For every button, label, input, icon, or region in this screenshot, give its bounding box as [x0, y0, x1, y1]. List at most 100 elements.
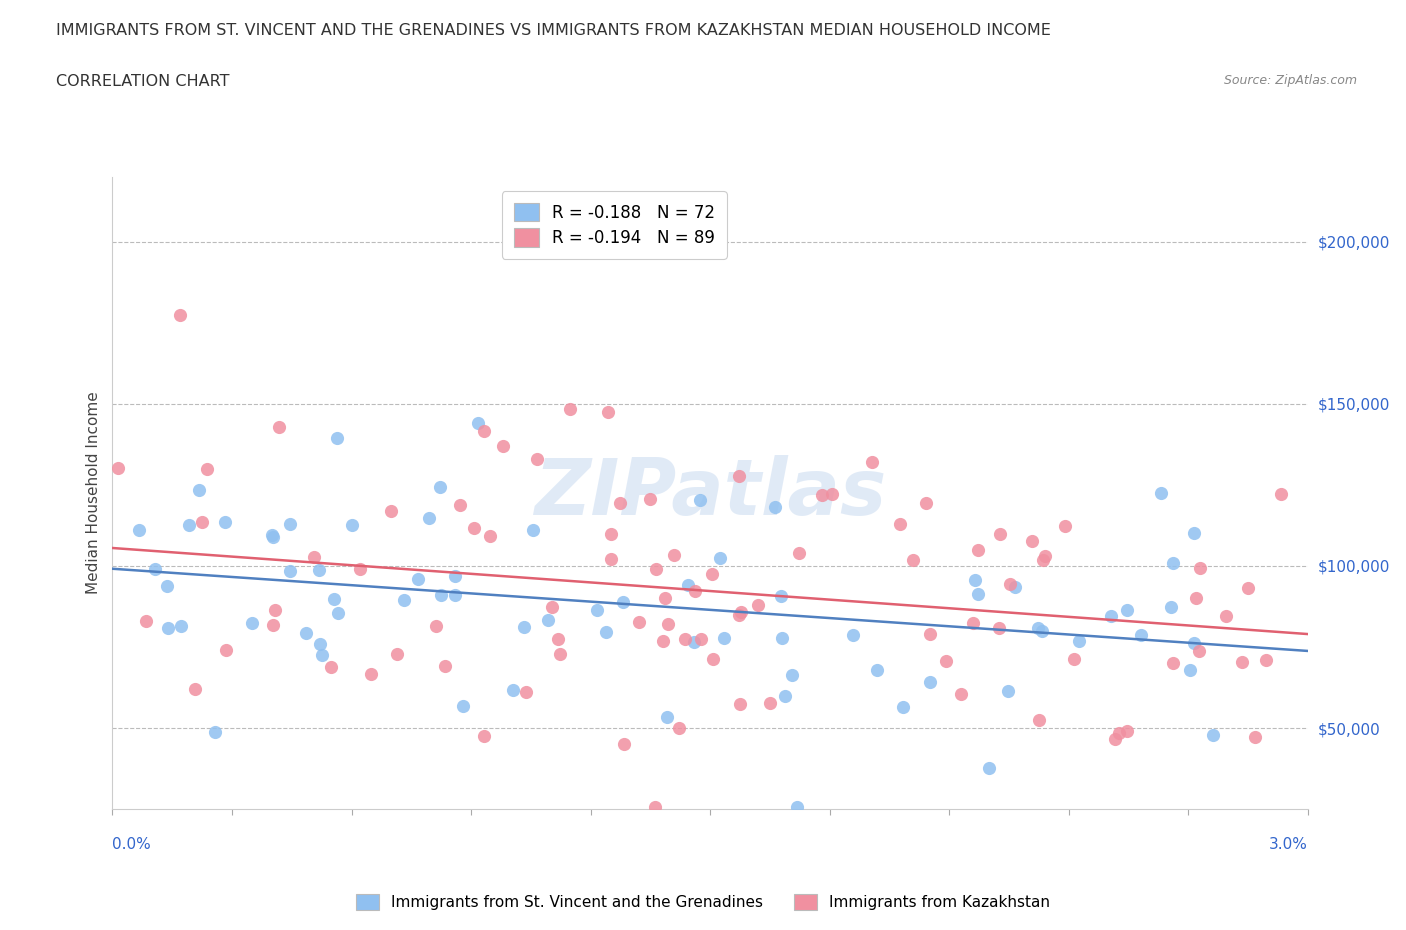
Point [515, 684, 537, 699]
Y-axis label: Median Household Income: Median Household Income [86, 392, 101, 594]
Point [787, 545, 810, 560]
Point [548, 647, 571, 662]
Point [342, 517, 364, 532]
Point [1104, 732, 1126, 747]
Point [598, 405, 620, 419]
Point [638, 492, 661, 507]
Point [889, 516, 911, 531]
Point [169, 307, 191, 322]
Point [107, 460, 129, 475]
Point [308, 563, 330, 578]
Point [472, 423, 495, 438]
Point [385, 646, 408, 661]
Point [683, 583, 706, 598]
Point [195, 461, 218, 476]
Point [430, 588, 453, 603]
Point [260, 527, 283, 542]
Point [730, 604, 752, 619]
Point [262, 618, 284, 632]
Point [763, 499, 786, 514]
Point [262, 530, 284, 545]
Point [1004, 579, 1026, 594]
Point [1184, 525, 1206, 540]
Point [278, 564, 301, 578]
Point [1230, 655, 1253, 670]
Point [709, 551, 731, 565]
Point [1000, 577, 1022, 591]
Point [866, 663, 889, 678]
Point [842, 628, 865, 643]
Point [918, 675, 941, 690]
Point [811, 487, 834, 502]
Point [676, 578, 699, 592]
Point [429, 480, 451, 495]
Point [1099, 608, 1122, 623]
Point [689, 492, 711, 507]
Point [1160, 600, 1182, 615]
Point [673, 631, 696, 646]
Point [644, 800, 666, 815]
Point [323, 591, 346, 606]
Point [1150, 485, 1173, 500]
Point [1116, 724, 1139, 738]
Point [979, 761, 1001, 776]
Point [988, 526, 1011, 541]
Point [644, 562, 666, 577]
Point [1178, 663, 1201, 678]
Point [918, 626, 941, 641]
Point [967, 542, 990, 557]
Point [860, 455, 883, 470]
Point [214, 515, 236, 530]
Point [963, 573, 986, 588]
Point [135, 614, 157, 629]
Point [1243, 729, 1265, 744]
Point [157, 621, 180, 636]
Point [700, 566, 723, 581]
Point [1182, 636, 1205, 651]
Point [264, 602, 287, 617]
Point [595, 625, 617, 640]
Point [1202, 727, 1225, 742]
Point [655, 710, 678, 724]
Point [914, 496, 936, 511]
Point [444, 588, 467, 603]
Point [1032, 552, 1054, 567]
Point [747, 598, 769, 613]
Point [463, 521, 485, 536]
Point [585, 603, 607, 618]
Point [1161, 555, 1184, 570]
Point [502, 683, 524, 698]
Point [177, 517, 200, 532]
Point [599, 526, 621, 541]
Point [988, 620, 1011, 635]
Text: ZIPatlas: ZIPatlas [534, 455, 886, 531]
Point [780, 667, 803, 682]
Point [522, 523, 544, 538]
Point [143, 561, 166, 576]
Point [184, 682, 207, 697]
Text: IMMIGRANTS FROM ST. VINCENT AND THE GRENADINES VS IMMIGRANTS FROM KAZAKHSTAN MED: IMMIGRANTS FROM ST. VINCENT AND THE GREN… [56, 23, 1052, 38]
Point [1031, 623, 1053, 638]
Point [1026, 620, 1049, 635]
Text: Source: ZipAtlas.com: Source: ZipAtlas.com [1223, 74, 1357, 87]
Point [935, 654, 957, 669]
Point [326, 431, 349, 445]
Point [1163, 656, 1185, 671]
Point [1270, 486, 1292, 501]
Point [668, 721, 690, 736]
Point [240, 615, 263, 630]
Point [903, 552, 925, 567]
Point [321, 660, 343, 675]
Point [1188, 644, 1211, 659]
Point [612, 595, 634, 610]
Point [349, 562, 371, 577]
Point [406, 571, 429, 586]
Point [328, 606, 350, 621]
Point [492, 439, 515, 454]
Legend: Immigrants from St. Vincent and the Grenadines, Immigrants from Kazakhstan: Immigrants from St. Vincent and the Gren… [349, 886, 1057, 918]
Point [769, 589, 792, 604]
Point [380, 503, 402, 518]
Point [821, 486, 844, 501]
Point [1028, 713, 1050, 728]
Point [560, 402, 582, 417]
